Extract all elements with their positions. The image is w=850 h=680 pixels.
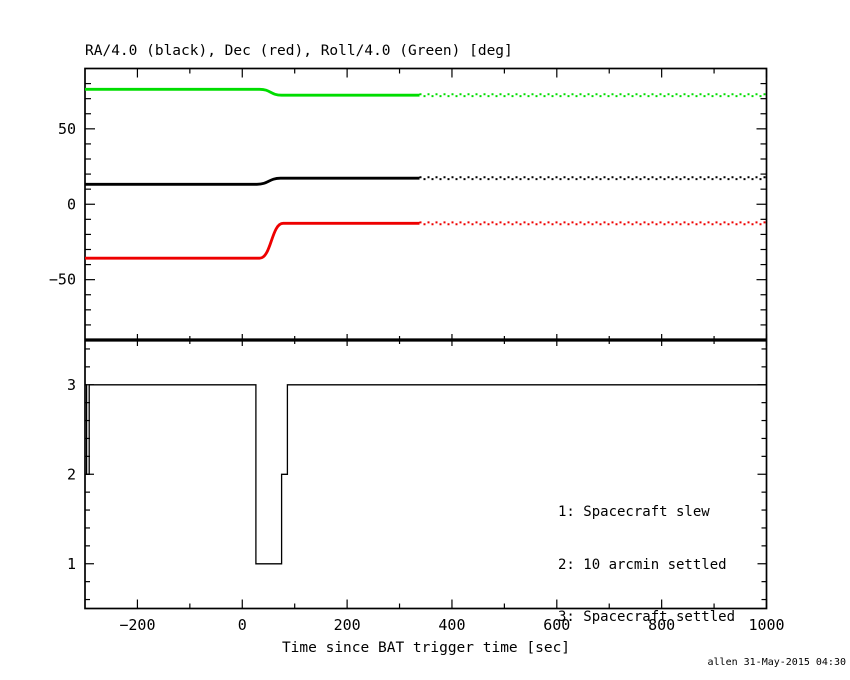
svg-text:−50: −50 [49,271,76,289]
svg-text:400: 400 [438,616,465,634]
svg-text:3: 3 [67,376,76,394]
svg-text:600: 600 [543,616,570,634]
svg-text:1000: 1000 [748,616,784,634]
svg-text:−200: −200 [119,616,155,634]
svg-text:0: 0 [238,616,247,634]
chart-title: RA/4.0 (black), Dec (red), Roll/4.0 (Gre… [85,43,513,59]
svg-text:50: 50 [58,120,76,138]
svg-text:0: 0 [67,195,76,213]
status-legend: 1: Spacecraft slew 2: 10 arcmin settled … [558,469,735,662]
legend-item-slew: 1: Spacecraft slew [558,504,710,520]
legend-item-10arcmin-settled: 2: 10 arcmin settled [558,556,727,573]
svg-text:800: 800 [648,616,675,634]
legend-item-spacecraft-settled: 3: Spacecraft settled [558,609,736,625]
svg-text:2: 2 [67,465,76,483]
x-axis-label: Time since BAT trigger time [sec] [281,640,571,656]
plot-credit: allen 31-May-2015 04:30 [707,657,846,668]
svg-text:1: 1 [67,555,76,573]
svg-text:200: 200 [334,616,361,634]
